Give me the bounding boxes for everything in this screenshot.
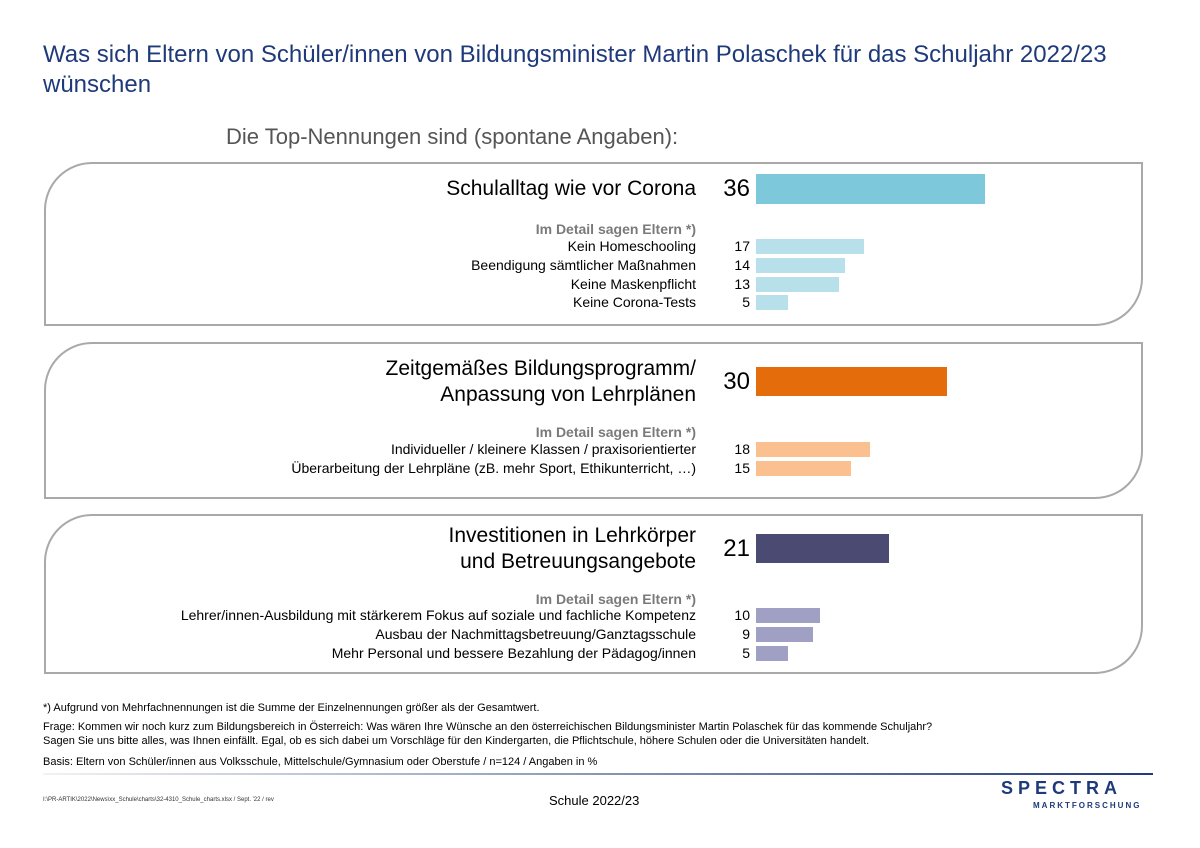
- group-value: 21: [723, 534, 750, 562]
- detail-value: 14: [734, 257, 750, 273]
- detail-heading: Im Detail sagen Eltern *): [535, 591, 696, 607]
- detail-label: Keine Corona-Tests: [573, 294, 696, 310]
- footer-divider: [43, 773, 1153, 775]
- chart-subtitle: Die Top-Nennungen sind (spontane Angaben…: [226, 124, 679, 149]
- page-title: Was sich Eltern von Schüler/innen von Bi…: [43, 41, 1107, 98]
- question-line-2: Sagen Sie uns bitte alles, was Ihnen ein…: [43, 735, 870, 747]
- detail-label: Individueller / kleinere Klassen / praxi…: [390, 441, 696, 457]
- group-bar: [756, 367, 947, 396]
- logo-tagline: MARKTFORSCHUNG: [1033, 801, 1142, 810]
- spectra-logo: SPECTRA MARKTFORSCHUNG: [1001, 778, 1151, 810]
- detail-label: Kein Homeschooling: [567, 238, 696, 254]
- detail-value: 5: [742, 645, 750, 661]
- detail-value: 5: [742, 294, 750, 310]
- detail-bar: [756, 461, 852, 476]
- group-label: Investitionen in Lehrkörper und Betreuung…: [448, 523, 696, 573]
- detail-label: Keine Maskenpflicht: [570, 276, 696, 292]
- group-bar: [756, 174, 985, 204]
- group-bar: [756, 534, 890, 563]
- detail-bar: [756, 442, 871, 457]
- footer-label: Schule 2022/23: [549, 793, 640, 808]
- question-line-1: Frage: Kommen wir noch kurz zum Bildungs…: [43, 721, 933, 733]
- detail-value: 10: [734, 607, 750, 623]
- group-panel: [44, 514, 1143, 674]
- group-label: Zeitgemäßes Bildungsprogramm/Anpassung v…: [385, 356, 696, 406]
- basis-note: Basis: Eltern von Schüler/innen aus Volk…: [43, 756, 598, 768]
- detail-value: 17: [734, 238, 750, 254]
- logo-wordmark: SPECTRA: [1001, 778, 1123, 798]
- group-label: Schulalltag wie vor Corona: [446, 177, 696, 200]
- detail-label: Lehrer/innen-Ausbildung mit stärkerem Fo…: [180, 607, 696, 623]
- detail-value: 13: [734, 276, 750, 292]
- asterisk-note: *) Aufgrund von Mehrfachnennungen ist di…: [43, 702, 540, 714]
- group-value: 30: [723, 367, 750, 395]
- detail-value: 9: [742, 626, 750, 642]
- detail-bar: [756, 608, 820, 623]
- detail-label: Mehr Personal und bessere Bezahlung der …: [331, 645, 696, 661]
- detail-value: 18: [734, 441, 750, 457]
- detail-label: Überarbeitung der Lehrpläne (zB. mehr Sp…: [291, 460, 696, 476]
- group-value: 36: [723, 175, 750, 202]
- detail-bar: [756, 295, 788, 310]
- detail-bar: [756, 277, 839, 292]
- detail-bar: [756, 239, 864, 254]
- group-panel: [44, 342, 1143, 499]
- detail-heading: Im Detail sagen Eltern *): [535, 424, 696, 440]
- detail-bar: [756, 258, 845, 273]
- detail-heading: Im Detail sagen Eltern *): [535, 221, 696, 237]
- detail-bar: [756, 627, 814, 642]
- file-path: I:\PR-ARTIK\2022\News\xx_Schule\charts\3…: [43, 797, 274, 803]
- detail-label: Beendigung sämtlicher Maßnahmen: [471, 257, 696, 273]
- detail-value: 15: [734, 460, 750, 476]
- detail-bar: [756, 646, 788, 661]
- detail-label: Ausbau der Nachmittagsbetreuung/Ganztags…: [375, 626, 696, 642]
